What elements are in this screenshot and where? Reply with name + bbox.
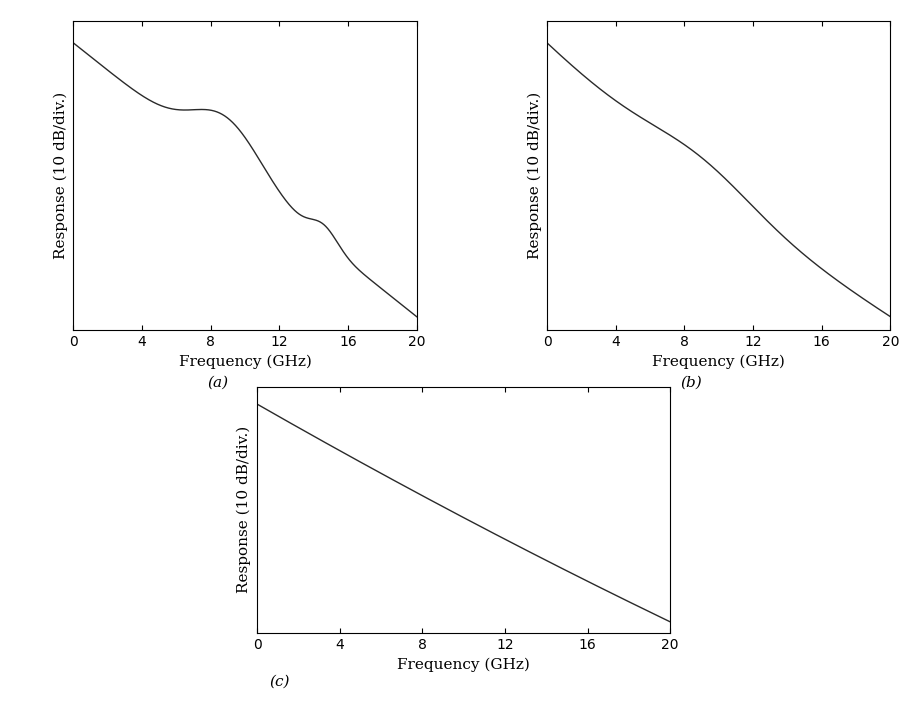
Y-axis label: Response (10 dB/div.): Response (10 dB/div.) <box>527 92 542 259</box>
X-axis label: Frequency (GHz): Frequency (GHz) <box>179 355 311 369</box>
Text: (a): (a) <box>207 376 228 390</box>
X-axis label: Frequency (GHz): Frequency (GHz) <box>653 355 785 369</box>
Text: (c): (c) <box>270 675 290 689</box>
Text: (b): (b) <box>680 376 702 390</box>
Y-axis label: Response (10 dB/div.): Response (10 dB/div.) <box>237 426 252 593</box>
Y-axis label: Response (10 dB/div.): Response (10 dB/div.) <box>53 92 68 259</box>
X-axis label: Frequency (GHz): Frequency (GHz) <box>397 657 530 671</box>
